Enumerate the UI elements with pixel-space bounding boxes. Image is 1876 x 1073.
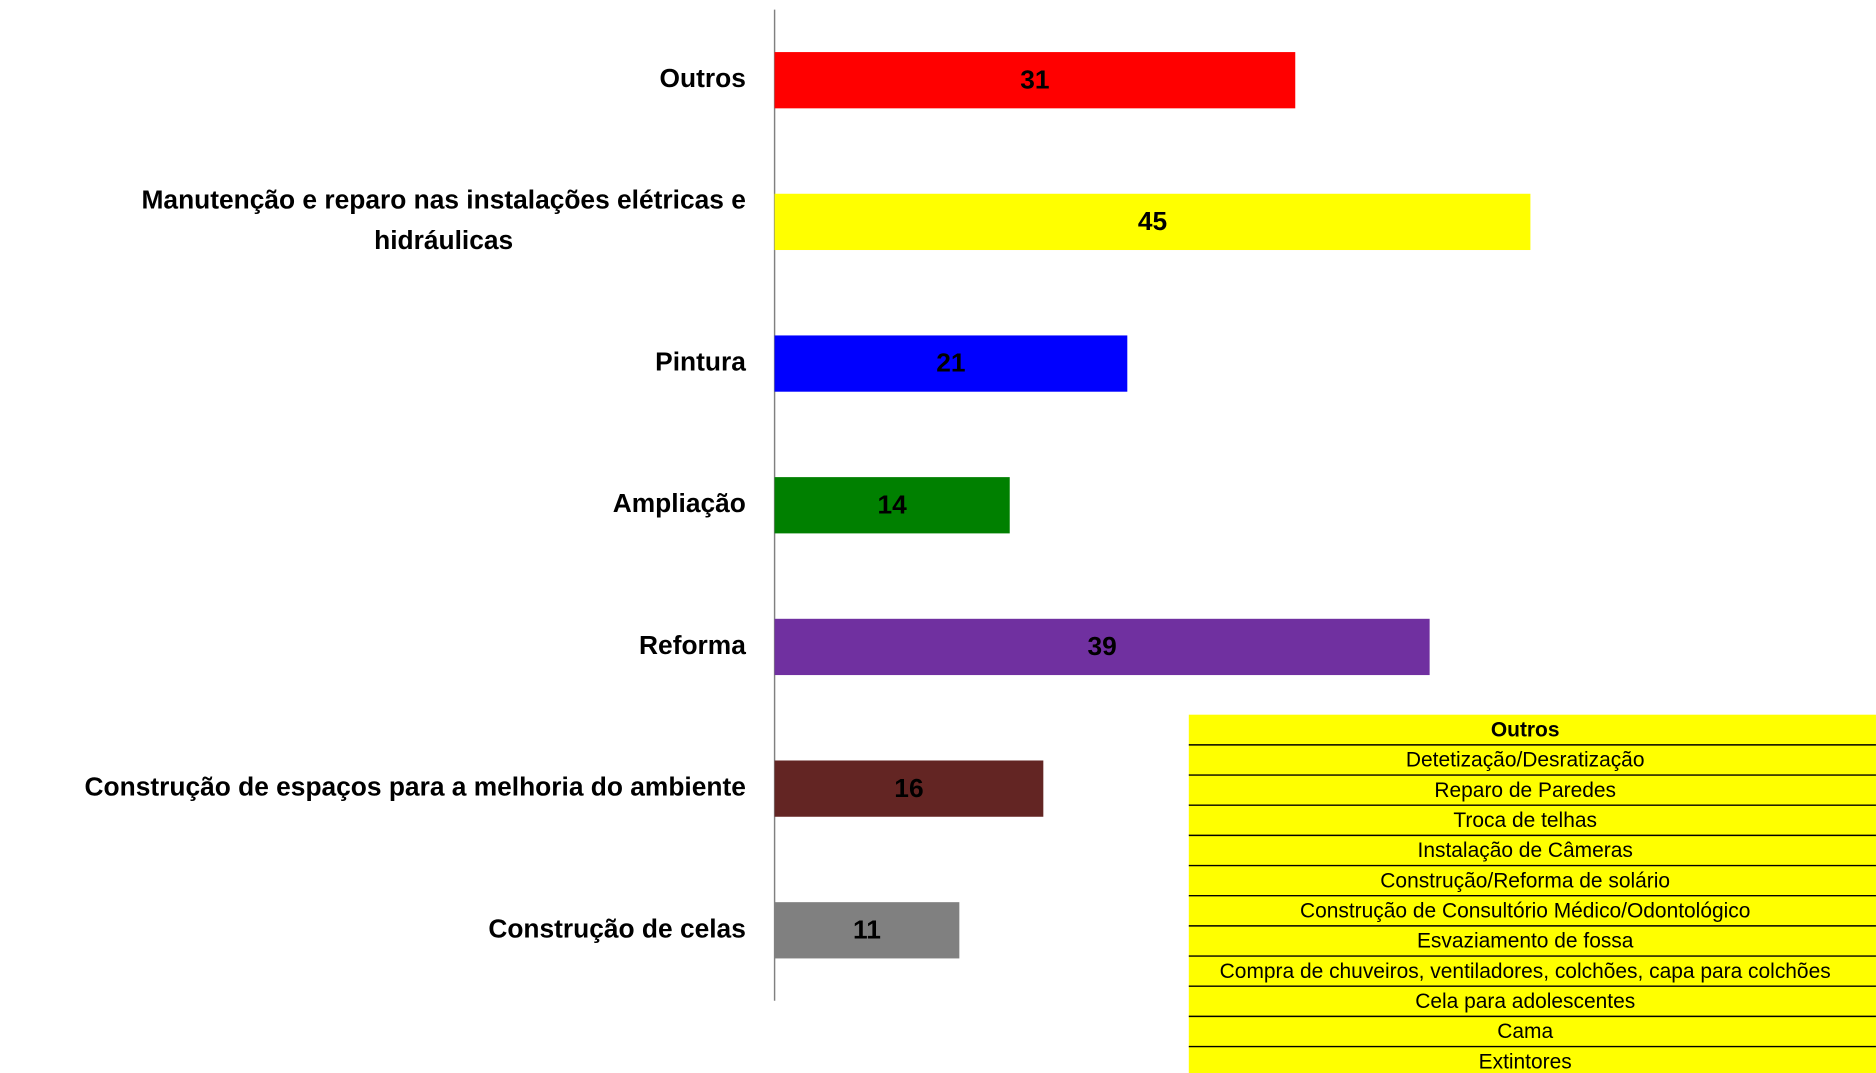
data-label: 16 <box>894 773 923 803</box>
data-label: 45 <box>1138 206 1167 236</box>
table-cell: Detetização/Desratização <box>1406 749 1645 772</box>
bar <box>774 52 1296 109</box>
table-header: Outros <box>1491 719 1560 742</box>
category-label: Pintura <box>655 347 746 377</box>
bar <box>774 760 1044 817</box>
table-cell: Esvaziamento de fossa <box>1417 930 1634 953</box>
category-label: Outros <box>660 63 746 93</box>
category-label: Reforma <box>639 630 746 660</box>
table-cell: Construção de Consultório Médico/Odontol… <box>1300 900 1750 923</box>
category-label: Construção de celas <box>488 913 746 943</box>
data-label: 31 <box>1020 64 1049 94</box>
bar <box>774 477 1010 534</box>
category-label: Construção de espaços para a melhoria do… <box>85 772 746 802</box>
bar <box>774 902 960 959</box>
table-cell: Construção/Reforma de solário <box>1380 869 1670 892</box>
data-label: 11 <box>853 914 881 944</box>
data-label: 39 <box>1087 631 1116 661</box>
bar <box>774 193 1531 251</box>
category-label: Ampliação <box>613 488 746 518</box>
table-cell: Reparo de Paredes <box>1434 779 1616 802</box>
table-cell: Troca de telhas <box>1453 809 1597 832</box>
table-cell: Cama <box>1497 1020 1553 1043</box>
data-label: 21 <box>936 348 965 378</box>
table-cell: Compra de chuveiros, ventiladores, colch… <box>1220 960 1831 983</box>
table-cell: Cela para adolescentes <box>1415 990 1635 1013</box>
data-label: 14 <box>878 489 908 519</box>
bar <box>774 335 1128 392</box>
table-cell: Instalação de Câmeras <box>1418 839 1633 862</box>
bar <box>774 618 1430 676</box>
category-label: Manutenção e reparo nas instalações elét… <box>141 184 745 255</box>
table-cell: Extintores <box>1479 1050 1572 1073</box>
